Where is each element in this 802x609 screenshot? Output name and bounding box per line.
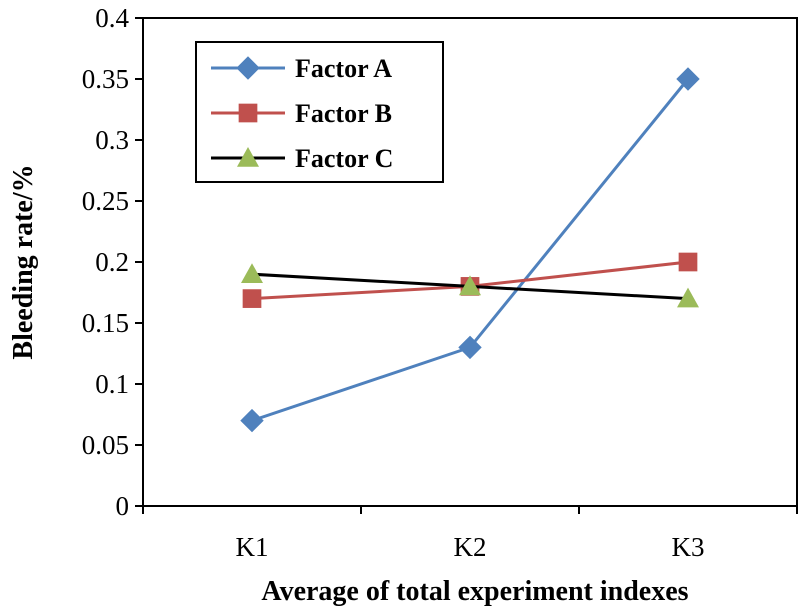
x-axis-ticks: K1 K2 K3 (142, 506, 798, 562)
x-tick-label: K2 (454, 532, 487, 562)
y-axis-ticks: 0 0.05 0.1 0.15 0.2 0.25 0.3 0.35 0.4 (82, 3, 143, 521)
data-point (677, 287, 699, 308)
y-tick-label: 0.4 (95, 3, 129, 33)
x-tick-label: K3 (672, 532, 705, 562)
legend-item: Factor C (211, 144, 393, 173)
y-tick-label: 0.35 (82, 64, 129, 94)
y-tick-label: 0 (116, 491, 130, 521)
y-tick-label: 0.25 (82, 186, 129, 216)
series-layer (240, 67, 700, 433)
legend: Factor A Factor B Factor C (195, 41, 444, 183)
y-tick-label: 0.3 (95, 125, 129, 155)
data-point (459, 275, 481, 296)
legend-item: Factor B (211, 99, 392, 128)
series-factor-c (241, 263, 699, 308)
series-factor-a (240, 67, 700, 433)
x-axis-title: Average of total experiment indexes (261, 576, 688, 607)
legend-item: Factor A (211, 54, 392, 83)
data-point (676, 67, 700, 91)
y-tick-label: 0.1 (95, 369, 129, 399)
data-point (240, 408, 264, 433)
legend-marker (236, 56, 260, 80)
data-point (678, 252, 698, 272)
data-point (458, 335, 482, 360)
legend-marker (237, 147, 259, 167)
legend-label: Factor B (295, 99, 392, 128)
y-tick-label: 0.2 (95, 247, 129, 277)
x-tick-label: K1 (236, 532, 269, 562)
y-tick-label: 0.15 (82, 308, 129, 338)
legend-label: Factor C (295, 144, 393, 173)
legend-marker (238, 103, 258, 123)
data-point (242, 289, 262, 308)
y-tick-label: 0.05 (82, 430, 129, 460)
data-point (241, 263, 263, 283)
legend-label: Factor A (295, 54, 392, 83)
y-axis-title: Bleeding rate/% (8, 164, 39, 359)
